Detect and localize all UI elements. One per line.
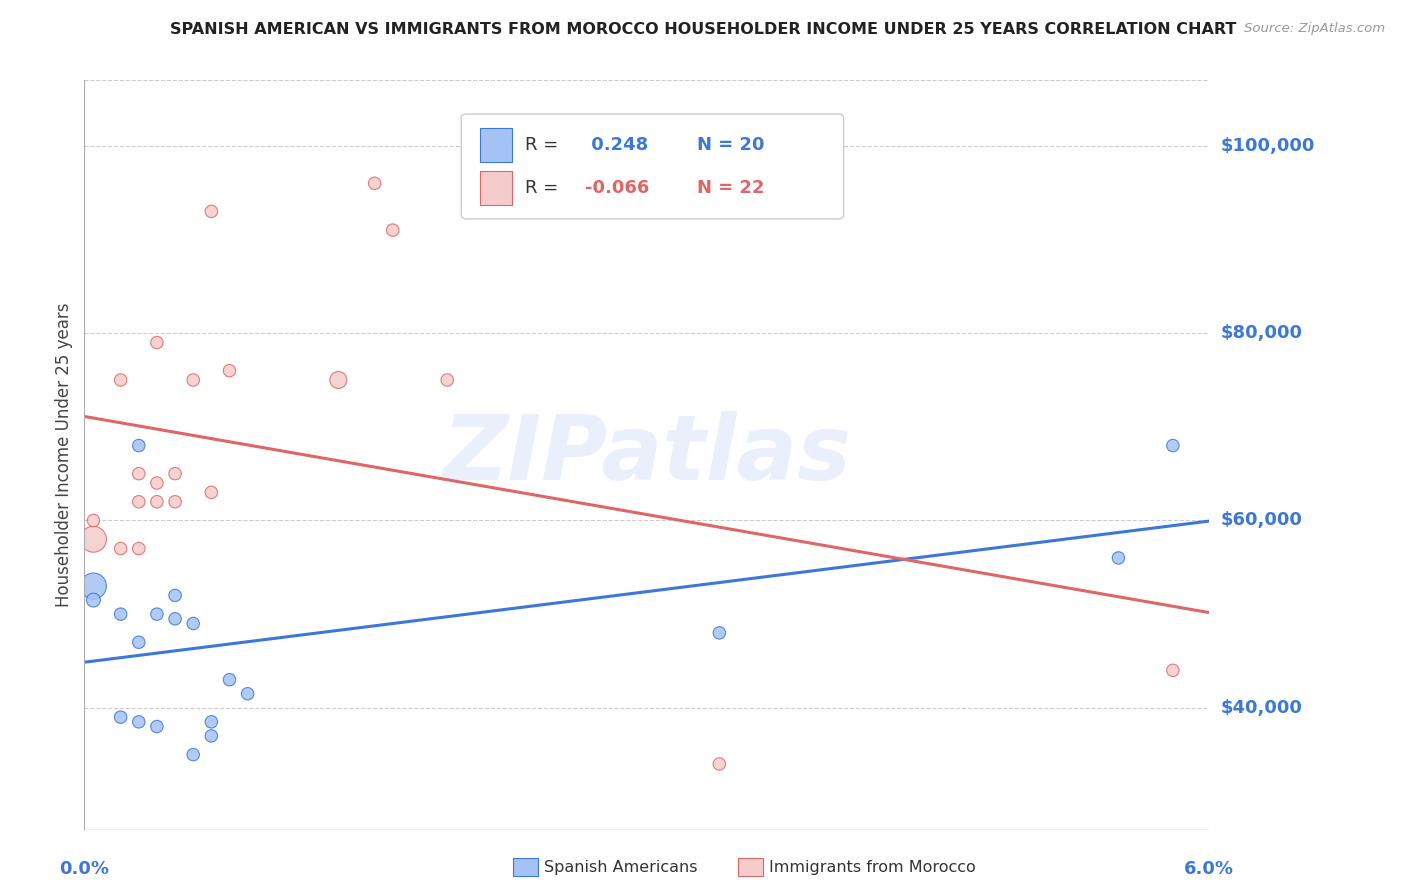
Point xyxy=(110,541,132,556)
Point xyxy=(200,485,222,500)
Text: N = 22: N = 22 xyxy=(697,179,765,197)
Text: $60,000: $60,000 xyxy=(1220,511,1302,530)
Point xyxy=(146,719,169,733)
Text: N = 20: N = 20 xyxy=(697,136,765,154)
Y-axis label: Householder Income Under 25 years: Householder Income Under 25 years xyxy=(55,302,73,607)
Point xyxy=(381,223,404,237)
Text: ZIPatlas: ZIPatlas xyxy=(443,411,851,499)
Point xyxy=(328,373,350,387)
Point xyxy=(128,439,150,453)
Point xyxy=(128,714,150,729)
Point xyxy=(146,494,169,508)
Point xyxy=(146,607,169,621)
Text: 6.0%: 6.0% xyxy=(1184,860,1234,878)
Point xyxy=(110,607,132,621)
Point xyxy=(181,616,204,631)
Point xyxy=(218,673,240,687)
Point xyxy=(200,729,222,743)
Point xyxy=(110,373,132,387)
Text: R =: R = xyxy=(526,179,558,197)
Text: Source: ZipAtlas.com: Source: ZipAtlas.com xyxy=(1244,22,1385,36)
Point xyxy=(709,626,731,640)
FancyBboxPatch shape xyxy=(461,114,844,219)
Point xyxy=(1161,664,1184,678)
Point xyxy=(128,494,150,508)
Point xyxy=(146,476,169,491)
Text: SPANISH AMERICAN VS IMMIGRANTS FROM MOROCCO HOUSEHOLDER INCOME UNDER 25 YEARS CO: SPANISH AMERICAN VS IMMIGRANTS FROM MORO… xyxy=(170,22,1236,37)
Point xyxy=(165,494,187,508)
Point xyxy=(1107,550,1129,566)
Text: -0.066: -0.066 xyxy=(585,179,650,197)
Point xyxy=(1161,439,1184,453)
Point xyxy=(146,335,169,350)
Point xyxy=(436,373,458,387)
Text: $80,000: $80,000 xyxy=(1220,324,1302,343)
Point xyxy=(709,756,731,771)
Point xyxy=(110,710,132,724)
Point xyxy=(165,612,187,626)
Point xyxy=(181,747,204,762)
Point xyxy=(128,635,150,649)
Text: 0.0%: 0.0% xyxy=(59,860,110,878)
Point xyxy=(200,714,222,729)
Text: Immigrants from Morocco: Immigrants from Morocco xyxy=(769,860,976,874)
Text: R =: R = xyxy=(526,136,558,154)
Text: 0.248: 0.248 xyxy=(585,136,648,154)
Point xyxy=(165,589,187,603)
Text: $100,000: $100,000 xyxy=(1220,136,1315,155)
Bar xyxy=(481,128,512,162)
Point xyxy=(82,579,104,593)
Point xyxy=(82,593,104,607)
Text: Spanish Americans: Spanish Americans xyxy=(544,860,697,874)
Point xyxy=(165,467,187,481)
Point xyxy=(181,373,204,387)
Point xyxy=(200,204,222,219)
Bar xyxy=(481,171,512,205)
Point xyxy=(82,514,104,528)
Point xyxy=(128,467,150,481)
Point xyxy=(218,364,240,378)
Text: $40,000: $40,000 xyxy=(1220,698,1302,717)
Point xyxy=(236,687,259,701)
Point xyxy=(363,177,385,191)
Point xyxy=(128,541,150,556)
Point xyxy=(82,532,104,546)
